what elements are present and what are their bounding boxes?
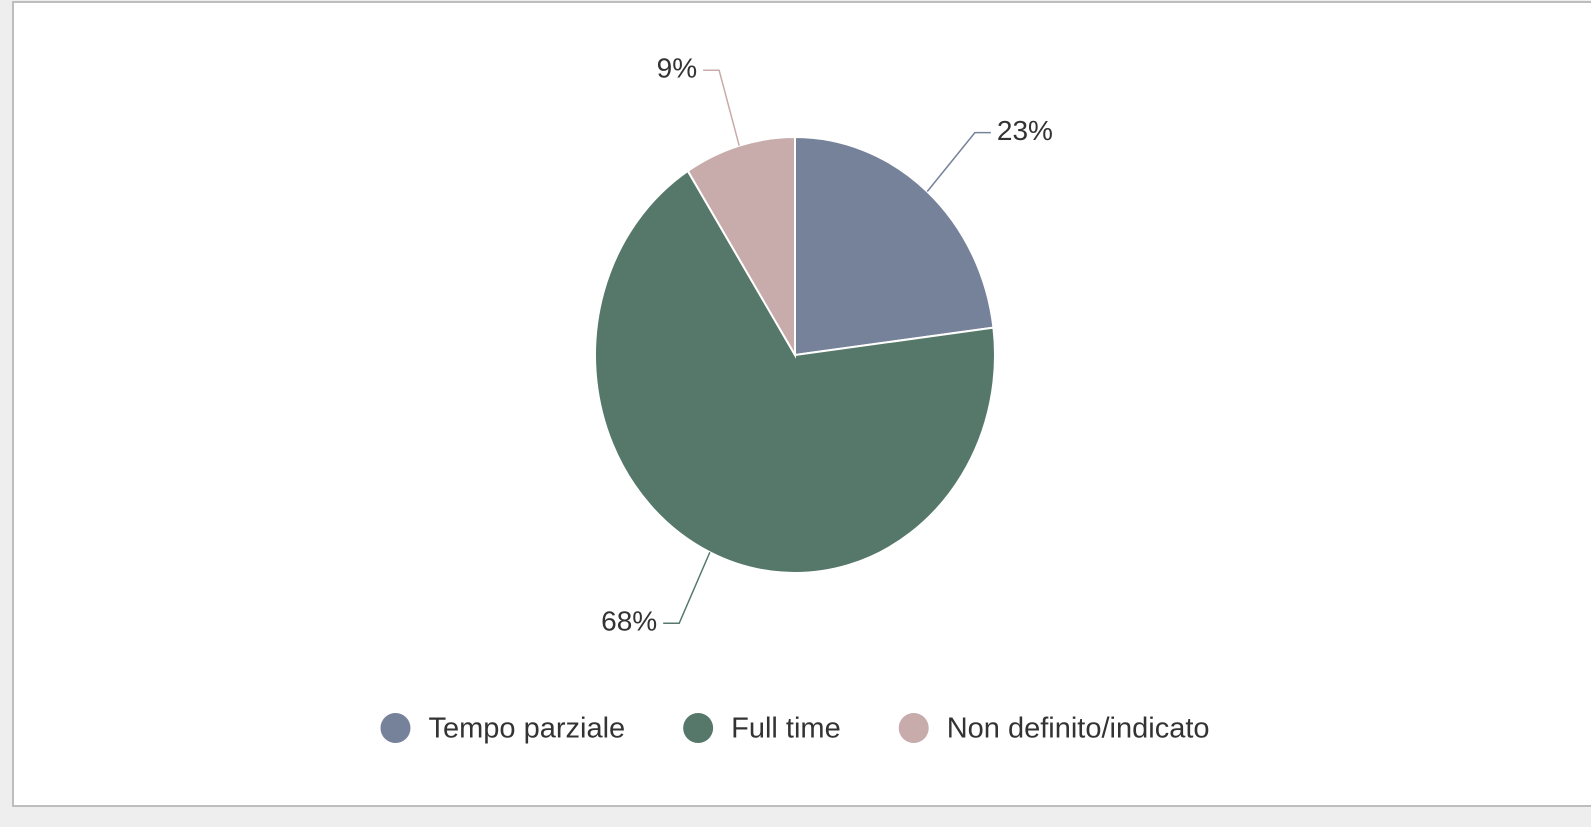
pie-slice bbox=[686, 135, 796, 359]
leader-line bbox=[926, 131, 991, 192]
legend-label: Tempo parziale bbox=[428, 713, 625, 745]
leader-line bbox=[703, 69, 740, 146]
leader-line bbox=[663, 551, 711, 625]
legend-marker bbox=[380, 713, 411, 743]
legend-label: Non definito/indicato bbox=[947, 713, 1210, 745]
data-label: 23% bbox=[997, 115, 1053, 146]
legend-label: Full time bbox=[731, 713, 841, 745]
data-label: 68% bbox=[601, 606, 657, 637]
legend-marker bbox=[683, 713, 714, 743]
data-label: 9% bbox=[657, 53, 697, 84]
legend-marker bbox=[898, 713, 929, 743]
